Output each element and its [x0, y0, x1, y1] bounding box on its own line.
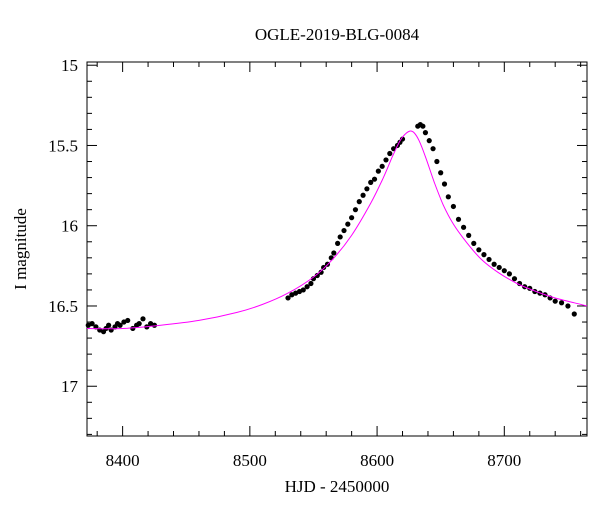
y-axis-label: I magnitude	[11, 208, 30, 290]
data-point	[511, 276, 518, 282]
data-point	[455, 216, 462, 222]
data-point	[331, 250, 337, 256]
data-point	[125, 317, 131, 324]
data-point	[438, 170, 444, 176]
data-point	[349, 215, 355, 221]
data-point	[491, 261, 497, 267]
data-point	[383, 157, 389, 163]
model-curve	[86, 130, 588, 330]
data-point	[496, 264, 502, 271]
data-point	[352, 207, 359, 213]
data-point	[337, 234, 343, 240]
y-axis-ticks	[87, 64, 587, 435]
data-point	[422, 130, 429, 136]
x-tick-label: 8700	[487, 451, 521, 470]
data-points	[85, 122, 577, 335]
data-point	[430, 146, 436, 152]
data-point	[558, 300, 565, 306]
y-tick-label: 15.5	[48, 136, 78, 155]
data-point	[360, 192, 366, 198]
y-tick-label: 15	[61, 56, 78, 75]
data-point	[285, 295, 291, 301]
data-point	[552, 298, 558, 304]
data-point	[486, 256, 492, 263]
data-point	[379, 163, 385, 169]
plot-frame	[86, 61, 588, 437]
data-point	[335, 240, 341, 246]
data-point	[318, 269, 324, 275]
x-axis-label: HJD - 2450000	[285, 477, 390, 496]
y-tick-label: 17	[61, 377, 79, 396]
plot-border	[86, 61, 588, 437]
data-point	[434, 158, 440, 165]
data-point	[387, 150, 393, 157]
x-tick-label: 8600	[360, 451, 394, 470]
data-point	[481, 252, 487, 258]
data-point	[308, 280, 314, 287]
x-axis-ticks	[96, 62, 582, 436]
data-point	[140, 316, 146, 322]
data-point	[460, 224, 467, 230]
data-point	[476, 247, 482, 253]
y-axis-tick-labels: 15 15.5 16 16.5 17	[48, 56, 78, 396]
data-point	[420, 123, 426, 129]
data-point	[136, 321, 142, 327]
data-point	[368, 179, 374, 185]
data-point	[341, 227, 347, 234]
data-point	[371, 176, 378, 182]
x-axis-tick-labels: 8400 8500 8600 8700	[106, 451, 522, 470]
data-point	[466, 232, 472, 238]
x-tick-label: 8400	[106, 451, 140, 470]
data-point	[441, 181, 448, 187]
data-point	[321, 264, 327, 271]
data-point	[89, 321, 95, 327]
data-point	[364, 186, 370, 192]
data-point	[356, 199, 362, 205]
data-point	[345, 221, 351, 227]
data-point	[501, 268, 507, 274]
data-point	[300, 287, 306, 293]
y-tick-label: 16.5	[48, 297, 78, 316]
data-point	[426, 138, 432, 144]
data-point	[328, 255, 334, 261]
y-tick-label: 16	[61, 217, 78, 236]
data-point	[117, 322, 123, 328]
data-point	[375, 168, 381, 174]
data-point	[151, 322, 158, 328]
data-point	[314, 272, 320, 279]
data-point	[471, 240, 477, 246]
data-point	[450, 203, 457, 210]
data-point	[106, 322, 112, 328]
data-point	[571, 311, 577, 317]
x-tick-label: 8500	[233, 451, 267, 470]
data-point	[310, 276, 317, 282]
data-point	[130, 325, 136, 332]
data-point	[445, 194, 451, 200]
data-point	[506, 271, 512, 277]
data-point	[565, 303, 571, 309]
data-point	[304, 284, 310, 290]
data-point	[399, 136, 406, 142]
chart-title: OGLE-2019-BLG-0084	[255, 25, 420, 44]
